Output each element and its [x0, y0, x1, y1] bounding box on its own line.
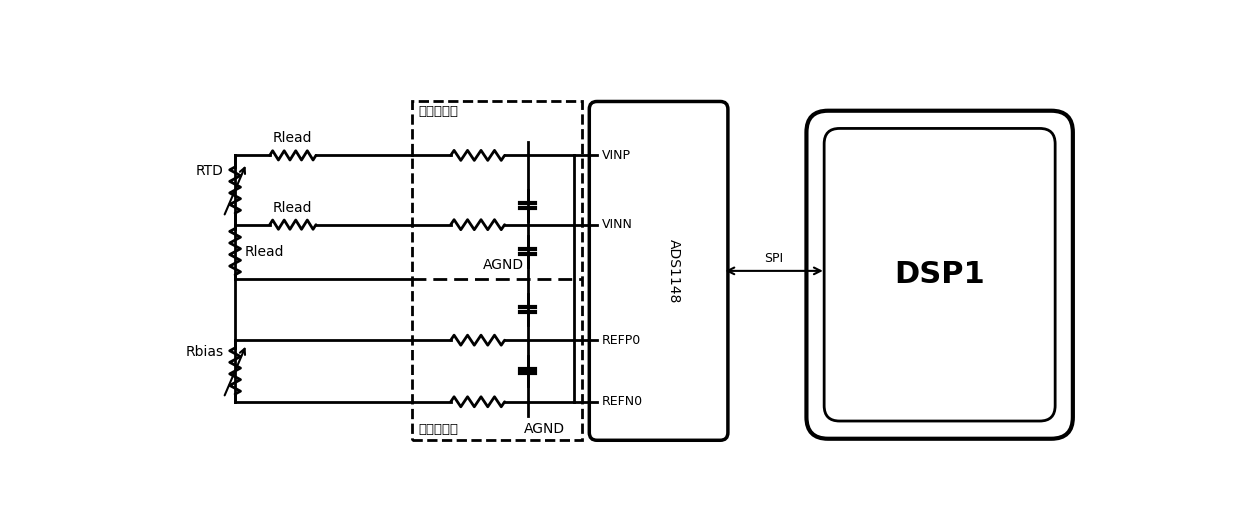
Text: AGND: AGND — [523, 422, 565, 436]
Text: VINP: VINP — [601, 149, 631, 162]
Text: REFN0: REFN0 — [601, 395, 642, 408]
Text: 低通滤波器: 低通滤波器 — [418, 105, 459, 118]
FancyBboxPatch shape — [825, 129, 1055, 421]
Text: Rlead: Rlead — [273, 201, 312, 215]
Text: DSP1: DSP1 — [894, 260, 985, 289]
Text: Rlead: Rlead — [244, 245, 284, 259]
Text: Rlead: Rlead — [273, 132, 312, 145]
Text: VINN: VINN — [601, 218, 632, 231]
Text: SPI: SPI — [765, 252, 784, 266]
Text: AGND: AGND — [482, 259, 523, 272]
Text: ADS1148: ADS1148 — [667, 239, 681, 303]
Bar — [412, 101, 582, 440]
Text: Rbias: Rbias — [186, 346, 223, 359]
FancyBboxPatch shape — [806, 111, 1073, 439]
Text: REFP0: REFP0 — [601, 334, 641, 347]
Text: 低通滤波器: 低通滤波器 — [418, 423, 459, 436]
FancyBboxPatch shape — [589, 101, 728, 440]
Text: RTD: RTD — [196, 164, 223, 179]
